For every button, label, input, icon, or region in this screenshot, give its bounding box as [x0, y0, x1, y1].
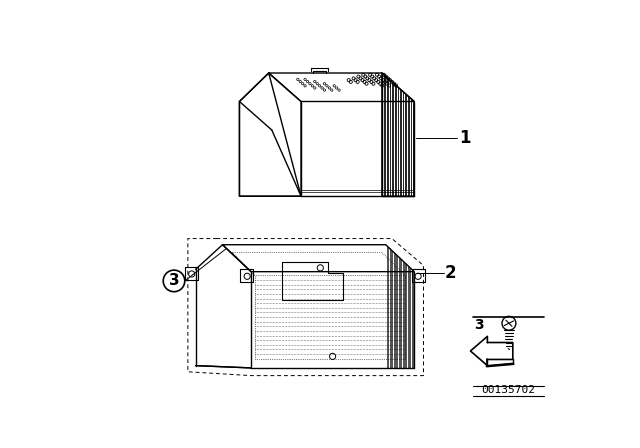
Text: 1: 1	[459, 129, 470, 147]
Text: 3: 3	[474, 318, 484, 332]
Text: 00135702: 00135702	[481, 385, 535, 395]
Text: 2: 2	[445, 264, 457, 282]
Text: 3: 3	[169, 273, 179, 289]
